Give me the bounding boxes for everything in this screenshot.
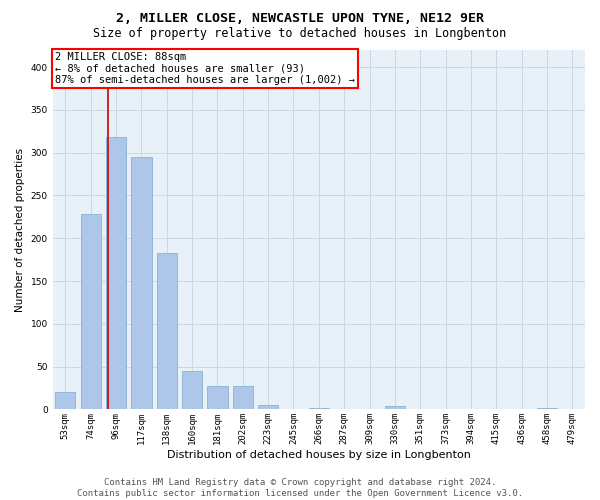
Bar	[80, 214, 101, 410]
Bar	[258, 405, 278, 409]
Y-axis label: Number of detached properties: Number of detached properties	[15, 148, 25, 312]
Bar	[106, 138, 126, 409]
Text: Size of property relative to detached houses in Longbenton: Size of property relative to detached ho…	[94, 28, 506, 40]
Bar	[207, 386, 227, 409]
Bar	[308, 408, 329, 410]
Bar	[182, 371, 202, 410]
Bar	[157, 253, 177, 410]
Bar	[537, 408, 557, 410]
Bar	[131, 157, 152, 409]
Bar	[55, 392, 76, 409]
X-axis label: Distribution of detached houses by size in Longbenton: Distribution of detached houses by size …	[167, 450, 471, 460]
Text: 2 MILLER CLOSE: 88sqm
← 8% of detached houses are smaller (93)
87% of semi-detac: 2 MILLER CLOSE: 88sqm ← 8% of detached h…	[55, 52, 355, 85]
Bar	[385, 406, 405, 409]
Bar	[233, 386, 253, 409]
Text: 2, MILLER CLOSE, NEWCASTLE UPON TYNE, NE12 9ER: 2, MILLER CLOSE, NEWCASTLE UPON TYNE, NE…	[116, 12, 484, 26]
Text: Contains HM Land Registry data © Crown copyright and database right 2024.
Contai: Contains HM Land Registry data © Crown c…	[77, 478, 523, 498]
